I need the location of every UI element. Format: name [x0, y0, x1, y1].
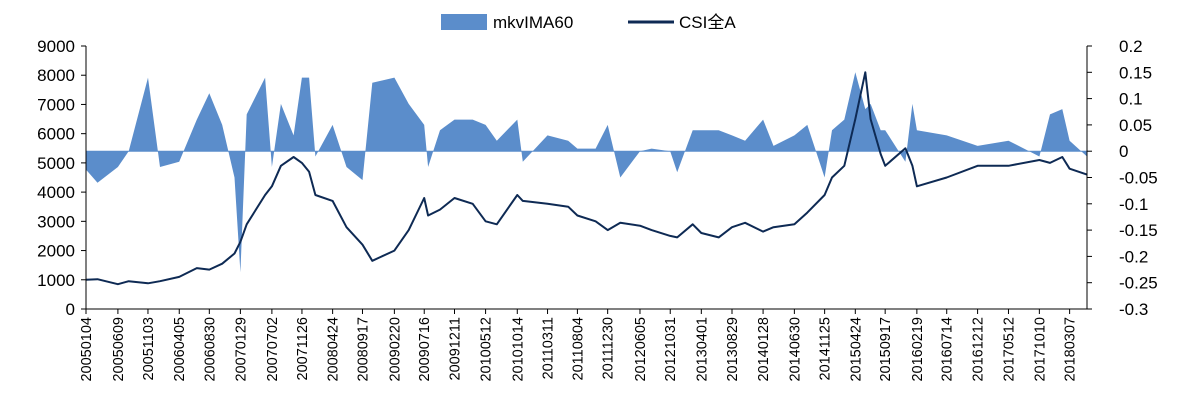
x-tick-label: 20070129: [233, 317, 249, 382]
x-tick-label: 20051103: [141, 317, 157, 380]
x-tick-label: 20070702: [265, 317, 281, 382]
x-tick-label: 20130829: [725, 317, 741, 382]
right-tick-label: -0.2: [1119, 247, 1148, 266]
legend-label-csi: CSI全A: [679, 13, 736, 32]
x-tick-label: 20101014: [510, 317, 526, 382]
x-tick-label: 20071126: [295, 317, 311, 380]
legend-swatch-mkvIMA60: [441, 14, 487, 30]
left-tick-label: 9000: [37, 37, 75, 56]
right-tick-label: -0.3: [1119, 300, 1148, 319]
series-area-mkvIMA60: [86, 72, 1087, 273]
left-axis-ticks: 0 1000 2000 3000 4000 5000 6000 7000 8000 9000: [37, 37, 86, 319]
left-tick-label: 7000: [37, 95, 75, 114]
right-tick-label: -0.25: [1119, 274, 1158, 293]
x-tick-label: 20060405: [172, 317, 188, 382]
right-tick-label: -0.15: [1119, 221, 1158, 240]
x-tick-label: 20160714: [940, 317, 956, 382]
left-tick-label: 4000: [37, 183, 75, 202]
x-tick-label: 20150424: [848, 317, 864, 382]
right-tick-label: 0.15: [1119, 63, 1152, 82]
axes: [85, 46, 1088, 310]
left-tick-label: 1000: [37, 271, 75, 290]
x-tick-label: 20050104: [79, 317, 95, 382]
x-tick-label: 20111230: [601, 317, 617, 379]
right-tick-label: 0: [1119, 142, 1128, 161]
x-tick-label: 20161212: [971, 317, 987, 382]
left-tick-label: 5000: [37, 154, 75, 173]
x-tick-label: 20160219: [910, 317, 926, 382]
x-tick-label: 20110804: [570, 317, 586, 380]
x-tick-label: 20050609: [111, 317, 127, 382]
left-tick-label: 0: [66, 300, 75, 319]
x-tick-label: 20090716: [417, 317, 433, 382]
left-tick-label: 3000: [37, 212, 75, 231]
x-tick-label: 20170512: [1001, 317, 1017, 382]
x-tick-label: 20060830: [202, 317, 218, 382]
plot-area: [85, 71, 1088, 286]
right-tick-label: -0.1: [1119, 195, 1148, 214]
x-tick-label: 20171010: [1032, 317, 1048, 382]
right-tick-label: 0.2: [1119, 37, 1143, 56]
x-tick-label: 20080424: [326, 317, 342, 382]
x-tick-label: 20120605: [633, 317, 649, 382]
legend: mkvIMA60 CSI全A: [441, 13, 736, 32]
right-tick-label: 0.05: [1119, 116, 1152, 135]
x-tick-label: 20140630: [787, 317, 803, 382]
x-tick-label: 20130401: [694, 317, 710, 382]
right-tick-label: 0.1: [1119, 90, 1143, 109]
x-tick-label: 20110311: [541, 317, 557, 379]
left-tick-label: 2000: [37, 242, 75, 261]
x-tick-label: 20090220: [387, 317, 403, 382]
x-tick-label: 20121031: [663, 317, 679, 382]
right-axis-ticks: -0.3 -0.25 -0.2 -0.15 -0.1 -0.05 0 0.05 0.1 0.15 0…: [1087, 37, 1158, 319]
x-axis-ticks: 20050104 20050609 20051103 20060405 20060830…: [79, 309, 1079, 382]
left-tick-label: 8000: [37, 66, 75, 85]
series-line-csi: [85, 71, 1088, 286]
x-tick-label: 20080917: [355, 317, 371, 382]
right-tick-label: -0.05: [1119, 169, 1158, 188]
x-tick-label: 20150917: [878, 317, 894, 382]
x-tick-label: 20140128: [756, 317, 772, 382]
x-tick-label: 20100512: [479, 317, 495, 382]
x-tick-label: 20141125: [818, 317, 834, 380]
legend-label-mkvIMA60: mkvIMA60: [493, 13, 573, 32]
x-tick-label: 20180307: [1063, 317, 1079, 382]
left-tick-label: 6000: [37, 125, 75, 144]
x-tick-label: 20091211: [447, 317, 463, 380]
